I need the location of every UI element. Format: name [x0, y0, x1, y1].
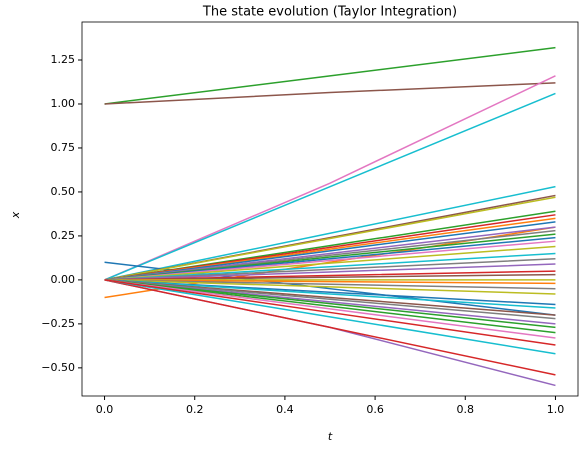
- series-line: [104, 279, 556, 376]
- series-line: [104, 46, 556, 105]
- x-tick-label: 1.0: [547, 403, 565, 416]
- y-tick-label: −0.25: [41, 317, 75, 330]
- x-tick-label: 0.2: [186, 403, 204, 416]
- plot-frame: [81, 21, 579, 397]
- series-line: [104, 279, 556, 387]
- y-tick-label: 0.00: [51, 273, 76, 286]
- series-line: [104, 279, 556, 329]
- series-line: [104, 279, 556, 295]
- series-line: [104, 92, 556, 281]
- series-line: [104, 245, 556, 281]
- series-line: [104, 279, 556, 355]
- series-line: [104, 185, 556, 281]
- series-line: [104, 263, 556, 281]
- y-tick-label: 0.25: [51, 229, 76, 242]
- series-line: [104, 279, 556, 285]
- y-tick-label: 1.25: [51, 53, 76, 66]
- series-line: [104, 82, 556, 105]
- x-tick-label: 0.4: [276, 403, 294, 416]
- series-line: [104, 252, 556, 281]
- series-line: [104, 279, 556, 339]
- series-line: [104, 258, 556, 281]
- x-tick-label: 0.0: [96, 403, 114, 416]
- series-line: [104, 273, 556, 281]
- series-line: [104, 240, 556, 281]
- y-tick-label: 0.75: [51, 141, 76, 154]
- y-axis-label: x: [9, 211, 22, 219]
- series-line: [104, 279, 556, 320]
- series-line: [104, 279, 556, 334]
- x-tick-label: 0.6: [366, 403, 384, 416]
- series-line: [104, 221, 556, 281]
- x-axis-label: t: [328, 430, 333, 443]
- series-line: [104, 279, 556, 290]
- series-line: [104, 75, 556, 281]
- series-line: [104, 196, 556, 281]
- x-tick-label: 0.8: [457, 403, 475, 416]
- y-tick-label: 0.50: [51, 185, 76, 198]
- y-tick-label: −0.50: [41, 361, 75, 374]
- chart-title: The state evolution (Taylor Integration): [202, 5, 457, 20]
- series-line: [104, 279, 556, 309]
- y-tick-label: 1.00: [51, 97, 76, 110]
- series-line: [104, 279, 556, 346]
